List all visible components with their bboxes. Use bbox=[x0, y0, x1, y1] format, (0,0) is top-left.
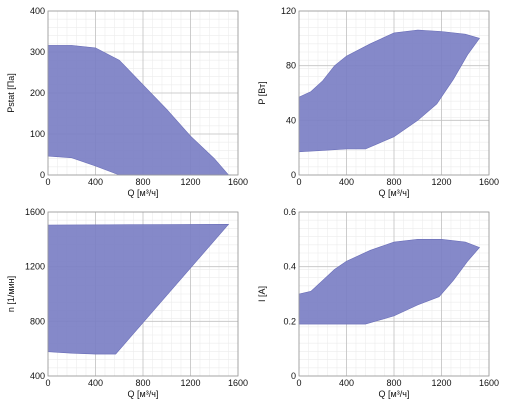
x-tick-label: 800 bbox=[386, 378, 401, 388]
x-axis-label: Q [м³/ч] bbox=[379, 188, 410, 198]
chart-2: 0 400 800 1200 1600 0 40 80 120 Q [м³/ч] P [Вт] bbox=[257, 6, 499, 198]
x-tick-label: 800 bbox=[135, 177, 150, 187]
x-tick-label: 1600 bbox=[228, 378, 248, 388]
x-axis-label: Q [м³/ч] bbox=[128, 188, 159, 198]
x-tick-label: 1600 bbox=[479, 378, 499, 388]
x-tick-label: 400 bbox=[339, 378, 354, 388]
x-tick-label: 1600 bbox=[479, 177, 499, 187]
x-tick-label: 0 bbox=[45, 177, 50, 187]
x-tick-label: 1200 bbox=[431, 378, 451, 388]
y-tick-label: 40 bbox=[286, 115, 296, 125]
x-tick-label: 0 bbox=[45, 378, 50, 388]
operating-region-area bbox=[298, 239, 481, 325]
x-tick-label: 400 bbox=[88, 177, 103, 187]
x-tick-label: 400 bbox=[88, 378, 103, 388]
x-tick-label: 0 bbox=[296, 378, 301, 388]
y-tick-label: 1200 bbox=[25, 262, 45, 272]
x-axis-label: Q [м³/ч] bbox=[379, 389, 410, 399]
x-tick-label: 1200 bbox=[431, 177, 451, 187]
x-tick-label: 1200 bbox=[180, 378, 200, 388]
y-tick-label: 0 bbox=[291, 170, 296, 180]
y-tick-label: 0 bbox=[40, 170, 45, 180]
plot-frame bbox=[298, 10, 490, 176]
chart-1: 0 400 800 1200 1600 0 100 200 300 400 Q [м³/ч] Psta… bbox=[6, 6, 248, 198]
x-tick-label: 1200 bbox=[180, 177, 200, 187]
y-tick-label: 0.4 bbox=[283, 262, 296, 272]
y-tick-label: 800 bbox=[30, 316, 45, 326]
y-axis-label: n [1/мин] bbox=[6, 276, 16, 312]
y-axis-label: P [Вт] bbox=[257, 81, 267, 104]
y-axis-label: I [A] bbox=[257, 286, 267, 302]
plot-frame bbox=[47, 211, 239, 377]
y-tick-label: 400 bbox=[30, 371, 45, 381]
y-tick-label: 1600 bbox=[25, 207, 45, 217]
y-tick-label: 100 bbox=[30, 129, 45, 139]
x-tick-label: 800 bbox=[386, 177, 401, 187]
plot-frame bbox=[47, 10, 239, 176]
x-tick-label: 0 bbox=[296, 177, 301, 187]
y-tick-label: 400 bbox=[30, 6, 45, 16]
x-tick-label: 800 bbox=[135, 378, 150, 388]
chart-4: 0 400 800 1200 1600 0 0.2 0.4 0.6 Q [м³/ч] I [A] bbox=[257, 207, 499, 399]
x-axis-label: Q [м³/ч] bbox=[128, 389, 159, 399]
y-tick-label: 0.2 bbox=[283, 316, 296, 326]
y-tick-label: 200 bbox=[30, 88, 45, 98]
operating-region-area bbox=[47, 45, 231, 176]
plot-frame bbox=[298, 211, 490, 377]
y-tick-label: 120 bbox=[281, 6, 296, 16]
y-tick-label: 300 bbox=[30, 47, 45, 57]
x-tick-label: 1600 bbox=[228, 177, 248, 187]
y-tick-label: 0.6 bbox=[283, 207, 296, 217]
y-tick-label: 80 bbox=[286, 61, 296, 71]
y-tick-label: 0 bbox=[291, 371, 296, 381]
x-tick-label: 400 bbox=[339, 177, 354, 187]
y-axis-label: Pstat [Па] bbox=[6, 73, 16, 113]
operating-region-area bbox=[298, 29, 480, 153]
operating-region-area bbox=[47, 223, 230, 355]
